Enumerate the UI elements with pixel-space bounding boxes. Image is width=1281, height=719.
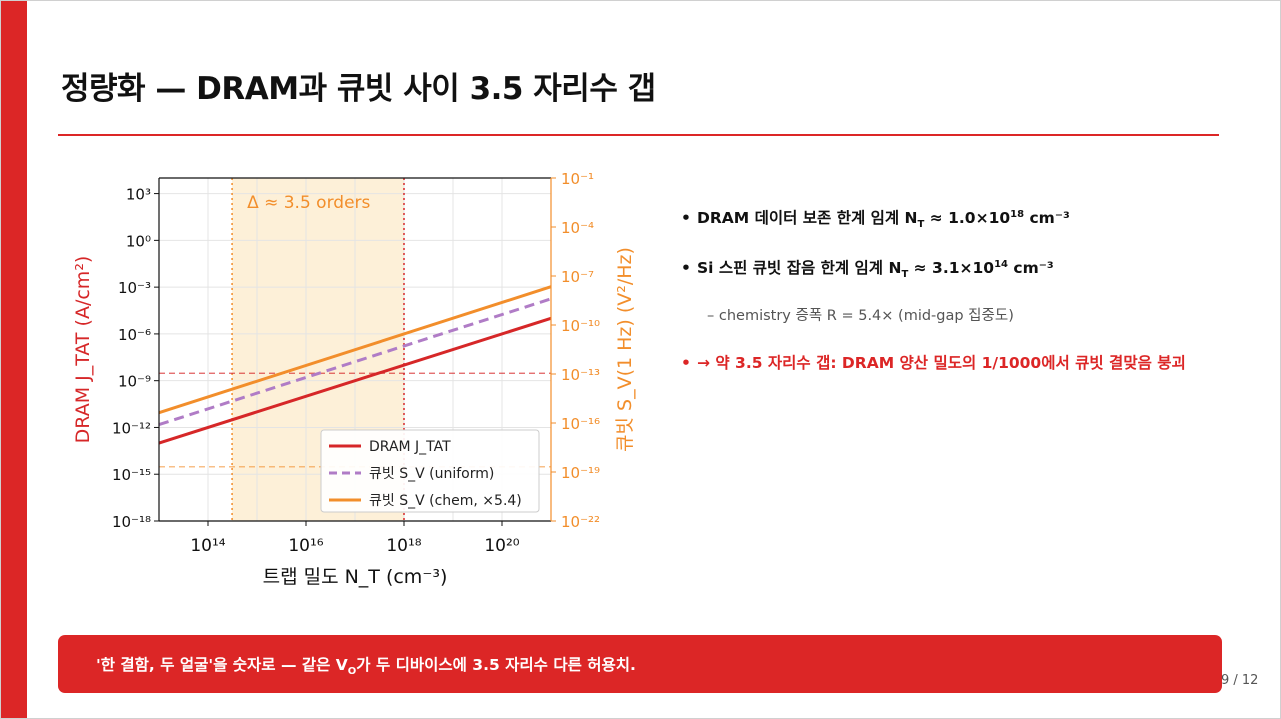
legend-label-1: DRAM J_TAT — [369, 439, 451, 455]
y-left-tick-label: 10⁻⁶ — [118, 326, 151, 344]
bullet-value: ≈ 1.0×10 — [924, 209, 1011, 227]
bullet-subscript: T — [901, 269, 909, 281]
callout-subscript: O — [347, 666, 357, 678]
bullet-text: → 약 3.5 자리수 갭: DRAM 양산 밀도의 1/1000에서 큐빗 결… — [697, 354, 1186, 372]
chart-root: 10¹⁴ 10¹⁶ 10¹⁸ 10²⁰ 10³ 10⁰ 10⁻³ 10⁻⁶ 10⁻⁹ 10⁻¹² 1… — [72, 170, 636, 588]
y-right-tick-label: 10⁻¹³ — [561, 366, 600, 384]
y-right-tick-label: 10⁻⁴ — [561, 219, 594, 237]
page-number: 9 / 12 — [1221, 673, 1259, 688]
y-right-tick-label: 10⁻²² — [561, 513, 600, 531]
callout-banner: '한 결함, 두 얼굴'을 숫자로 — 같은 VO가 두 디바이스에 3.5 자… — [58, 635, 1222, 693]
y-left-tick-label: 10⁻³ — [118, 279, 151, 297]
legend-label-2: 큐빗 S_V (uniform) — [369, 466, 494, 482]
y-axis-right-label: 큐빗 S_V(1 Hz) (V²/Hz) — [614, 247, 636, 452]
y-right-tick-label: 10⁻¹⁹ — [561, 464, 600, 482]
series-line-3 — [158, 285, 552, 415]
y-left-tick-label: 10⁻¹⁵ — [112, 466, 151, 484]
bullet-dot: • — [681, 209, 691, 227]
y-left-tick-label: 10⁻¹⁸ — [112, 513, 151, 531]
y-left-tick-label: 10⁰ — [126, 232, 151, 250]
bullet-chemistry-note: – chemistry 증폭 R = 5.4× (mid-gap 집중도) — [707, 308, 1014, 324]
bullet-qubit-threshold: • Si 스핀 큐빗 잡음 한계 임계 NT ≈ 3.1×1014 cm⁻³ — [681, 256, 1054, 280]
y-right-tick-label: 10⁻⁷ — [561, 268, 594, 286]
y-right-tick-label: 10⁻¹⁰ — [561, 317, 600, 335]
callout-text: '한 결함, 두 얼굴'을 숫자로 — 같은 VO가 두 디바이스에 3.5 자… — [96, 653, 636, 677]
bullet-value: ≈ 3.1×10 — [908, 259, 995, 277]
bullet-unit: cm⁻³ — [1024, 209, 1070, 227]
x-tick-label: 10¹⁸ — [386, 536, 421, 556]
bullet-exponent: 14 — [994, 258, 1008, 270]
y-left-tick-label: 10⁻⁹ — [118, 373, 151, 391]
legend-box — [320, 429, 540, 513]
bullet-dot: • — [681, 354, 691, 372]
gap-annotation: Δ ≈ 3.5 orders — [247, 193, 370, 213]
bullet-dram-threshold: • DRAM 데이터 보존 한계 임계 NT ≈ 1.0×1018 cm⁻³ — [681, 206, 1070, 230]
left-accent-bar — [1, 1, 27, 718]
y-left-tick-label: 10⁻¹² — [112, 419, 151, 437]
trap-density-chart: 10¹⁴ 10¹⁶ 10¹⁸ 10²⁰ 10³ 10⁰ 10⁻³ 10⁻⁶ 10⁻⁹ 10⁻¹² 1… — [72, 170, 636, 588]
y-right-tick-label: 10⁻¹⁶ — [561, 415, 600, 433]
y-left-tick-label: 10³ — [126, 186, 151, 204]
title-divider — [58, 134, 1219, 136]
series-line-1 — [158, 316, 552, 445]
y-axis-left-label: DRAM J_TAT (A/cm²) — [72, 256, 94, 444]
callout-text-pre: '한 결함, 두 얼굴'을 숫자로 — 같은 V — [96, 656, 348, 674]
page-title: 정량화 — DRAM과 큐빗 사이 3.5 자리수 갭 — [61, 71, 656, 107]
bullet-text: DRAM 데이터 보존 한계 임계 N — [697, 209, 918, 227]
callout-text-post: 가 두 디바이스에 3.5 자리수 다른 허용치. — [356, 656, 636, 674]
legend-label-3: 큐빗 S_V (chem, ×5.4) — [369, 493, 522, 509]
series-line-2 — [158, 297, 552, 427]
x-tick-label: 10²⁰ — [484, 536, 519, 556]
bullet-dot: • — [681, 259, 691, 277]
bullet-text: Si 스핀 큐빗 잡음 한계 임계 N — [697, 259, 902, 277]
bullet-exponent: 18 — [1010, 208, 1025, 220]
bullet-gap-conclusion: • → 약 3.5 자리수 갭: DRAM 양산 밀도의 1/1000에서 큐빗 … — [681, 350, 1241, 377]
bullet-subscript: T — [917, 219, 925, 231]
y-right-tick-label: 10⁻¹ — [561, 170, 594, 188]
x-axis-label: 트랩 밀도 N_T (cm⁻³) — [263, 566, 448, 588]
x-tick-label: 10¹⁶ — [288, 536, 323, 556]
x-tick-label: 10¹⁴ — [190, 536, 225, 556]
bullet-unit: cm⁻³ — [1007, 259, 1054, 277]
